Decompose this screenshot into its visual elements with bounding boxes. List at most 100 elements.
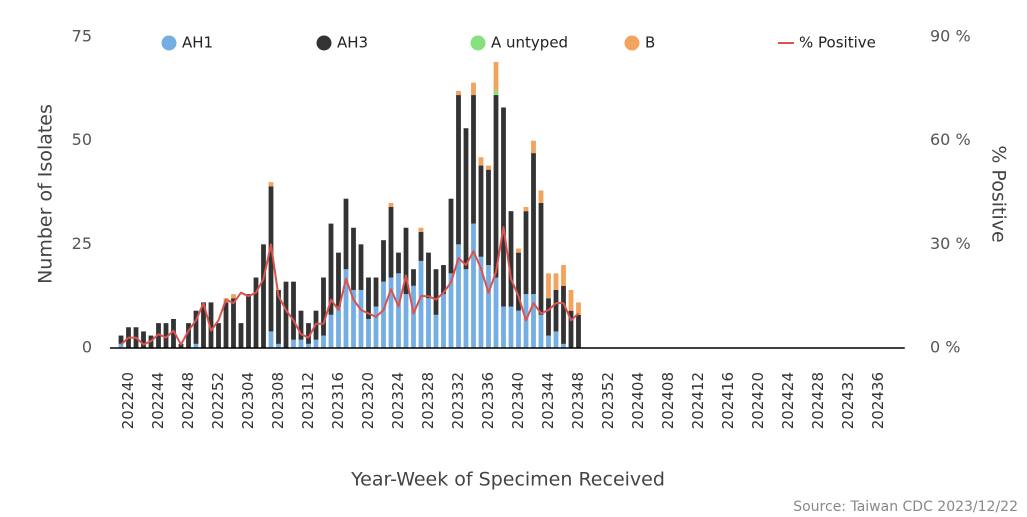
bar-segment [516,310,521,348]
bar-segment [531,294,536,348]
line-series [120,226,580,346]
y-tick-label: 0 [82,338,92,357]
bar-segment [403,227,409,295]
bar-segment [366,318,371,348]
legend-label: B [645,34,655,52]
bar-segment [261,244,266,348]
bar-segment [426,298,431,348]
bar-segment [238,323,244,348]
bar-segment [358,244,364,290]
bar-segment [141,331,146,348]
bar-segment [343,198,349,270]
bar-segment [171,318,176,348]
x-tick-label: 202312 [299,372,317,429]
bar-segment [478,256,484,348]
bar-segment [418,227,424,232]
bar-segment [418,231,424,261]
bar-segment [373,306,379,348]
bar-segment [366,277,371,319]
bar-segment [508,306,514,348]
bar-segment [471,223,476,348]
bar-segment [268,331,274,348]
bar-segment [336,306,341,348]
bar-segment [291,339,296,348]
bar-segment [246,294,251,348]
bar-segment [231,298,236,348]
bar-segment [546,335,551,348]
bar-segment [351,227,356,290]
bar-segment [388,207,394,278]
x-tick-label: 202304 [239,372,257,429]
bar-segment [546,273,551,299]
x-tick-label: 202432 [839,372,857,429]
bar-segment [403,294,409,348]
bar-segment [328,314,334,348]
bar-segment [516,248,521,253]
bar-segment [561,343,566,348]
bar-segment [531,140,536,154]
bar-segment [118,335,124,344]
bar-segment [553,273,559,290]
bar-segment [426,252,431,299]
x-tick-label: 202328 [419,372,437,429]
bar-segment [193,310,199,344]
legend-label: A untyped [491,34,568,52]
bar-segment [553,289,559,332]
bar-segment [441,294,446,348]
x-tick-label: 202316 [329,372,347,429]
legend-marker [161,35,177,51]
bar-segment [471,82,476,96]
bar-segment [156,323,161,348]
bar-segment [306,343,311,348]
legend-marker [470,35,486,51]
bar-segment [411,269,416,286]
source-note: Source: Taiwan CDC 2023/12/22 [793,499,1018,515]
x-tick-label: 202428 [809,372,827,429]
x-tick-label: 202248 [179,372,197,429]
bar-segment [328,223,334,315]
bar-segment [478,165,484,257]
bar-segment [321,277,326,336]
bar-segment [561,265,566,286]
x-tick-label: 202416 [719,372,737,429]
x-tick-label: 202348 [569,372,587,429]
bar-segment [493,95,499,278]
bar-segment [253,277,259,348]
bar-segment [463,269,469,348]
y-axis-title: Number of Isolates [35,104,57,284]
x-tick-label: 202244 [149,372,167,429]
bar-segment [388,202,394,208]
x-axis-title: Year-Week of Specimen Received [350,469,665,491]
bar-segment [448,273,454,348]
bar-segment [456,90,461,96]
bar-segment [493,277,499,348]
bar-segment [201,302,206,348]
bar-segment [568,310,574,348]
bar-segment [231,294,236,299]
bar-segment [351,289,356,348]
y2-tick-label: 60 % [930,130,971,149]
bar-segment [456,244,461,348]
bar-segment [441,265,446,295]
bar-segment [463,128,469,270]
bar-segment [523,211,529,295]
bar-segment [283,281,289,348]
x-tick-label: 202340 [509,372,527,429]
bar-segment [396,273,401,348]
bar-segment [321,335,326,348]
x-tick-label: 202320 [359,372,377,429]
y2-tick-label: 30 % [930,234,971,253]
bar-segment [411,285,416,348]
bar-segment [486,169,491,266]
legend-marker [624,35,640,51]
legend-label: AH3 [337,34,368,52]
y2-tick-label: 0 % [930,338,960,357]
bar-segment [508,211,514,307]
bar-segment [486,165,491,170]
bar-segment [553,331,559,348]
bar-segment [268,182,274,187]
bar-segment [306,323,311,344]
bar-segment [298,339,304,348]
bar-segment [493,61,499,91]
